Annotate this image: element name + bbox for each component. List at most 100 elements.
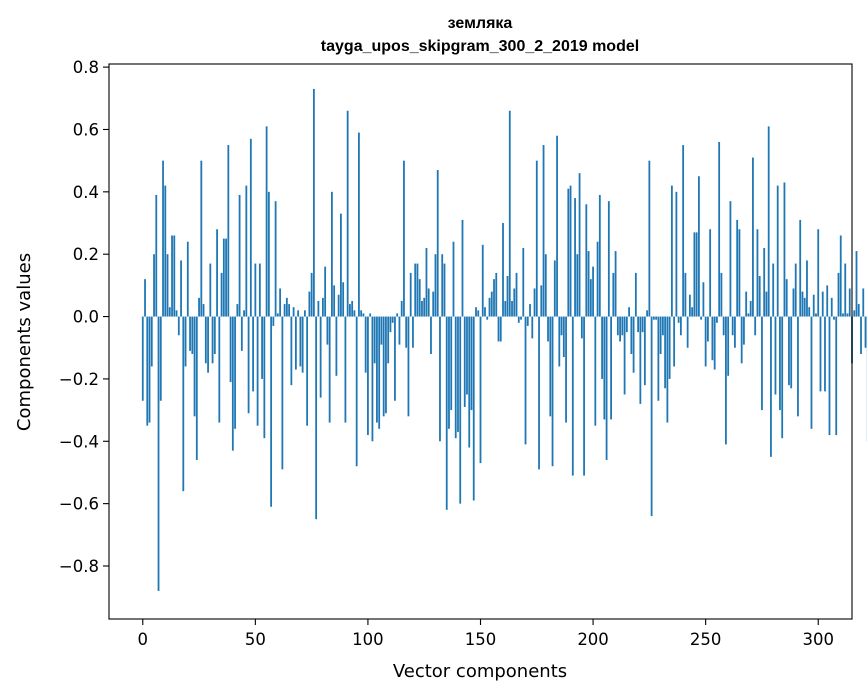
bar-79 [319,316,322,398]
bar-152 [484,307,486,317]
bar-32 [213,316,216,354]
bar-272 [754,316,757,336]
y-tick-label: 0.6 [73,120,99,139]
bar-210 [614,251,617,317]
bar-164 [511,300,513,317]
bar-178 [542,145,545,317]
bar-73 [306,316,309,426]
bar-136 [448,316,450,429]
bar-45 [243,310,245,317]
bar-65 [288,304,291,317]
bar-222 [641,316,644,333]
bar-199 [589,279,592,317]
bar-123 [418,279,421,317]
bar-301 [819,316,822,392]
bar-193 [576,254,579,317]
bar-265 [738,229,741,317]
bar-126 [425,247,428,317]
bar-96 [358,132,360,317]
bar-36 [222,238,225,317]
bar-39 [229,316,232,383]
bar-134 [443,263,446,317]
bar-145 [468,316,471,448]
bar-20 [186,241,189,317]
x-tick-label: 0 [138,630,149,649]
bar-279 [770,316,772,457]
bar-187 [562,316,565,358]
bar-110 [389,316,392,333]
bar-148 [475,307,477,317]
bar-288 [790,316,793,389]
bar-107 [382,316,385,417]
bar-151 [481,244,484,317]
bar-41 [234,316,236,429]
bar-80 [321,297,324,317]
bar-309 [837,272,840,317]
chart-subtitle: tayga_upos_skipgram_300_2_2019 model [321,38,639,55]
bar-128 [430,316,432,354]
bar-163 [508,110,511,317]
bar-24 [195,316,198,460]
bar-281 [774,316,777,395]
bar-156 [493,279,495,317]
bar-287 [788,316,790,386]
bar-124 [421,300,423,317]
bar-53 [261,316,263,379]
bar-103 [373,316,376,364]
bar-297 [810,316,813,429]
bar-231 [661,316,664,336]
bar-295 [806,260,808,317]
bar-176 [538,316,540,470]
bar-7 [157,316,160,591]
bar-268 [745,291,748,317]
bar-251 [707,316,709,342]
bar-75 [310,272,313,317]
bar-225 [648,160,651,317]
bar-262 [731,316,734,336]
bar-302 [821,291,824,317]
bar-227 [652,316,655,320]
bar-137 [450,316,453,411]
bar-318 [857,304,860,317]
bar-38 [227,145,230,317]
bar-10 [164,185,167,317]
bar-157 [495,272,498,317]
bar-86 [335,316,338,376]
bar-99 [364,316,367,373]
bar-102 [371,316,374,442]
bar-310 [839,235,842,317]
bar-63 [283,304,286,317]
bar-313 [846,313,849,317]
bar-121 [414,263,417,317]
bar-60 [276,313,279,317]
bar-116 [403,160,405,317]
bar-282 [776,185,779,317]
bar-274 [758,276,761,317]
bar-293 [801,291,804,317]
bar-292 [799,219,802,317]
bar-57 [270,316,273,507]
bar-201 [594,316,597,426]
bar-218 [632,316,635,373]
bar-101 [369,313,372,317]
bar-42 [236,304,239,317]
bar-249 [702,282,705,317]
bar-70 [299,316,302,367]
bar-284 [781,316,784,439]
bar-81 [324,266,327,317]
bar-252 [709,229,712,317]
bar-185 [558,316,561,367]
bar-161 [504,300,507,317]
bar-264 [736,219,739,317]
bar-285 [783,182,786,317]
bar-139 [454,316,457,439]
bar-87 [337,294,340,317]
x-tick-label: 150 [465,630,497,649]
bar-14 [173,235,176,317]
bar-257 [720,272,723,317]
x-tick-label: 100 [352,630,384,649]
bar-71 [301,316,304,373]
bar-2 [146,316,149,426]
bar-165 [513,288,516,317]
bar-146 [470,316,473,411]
